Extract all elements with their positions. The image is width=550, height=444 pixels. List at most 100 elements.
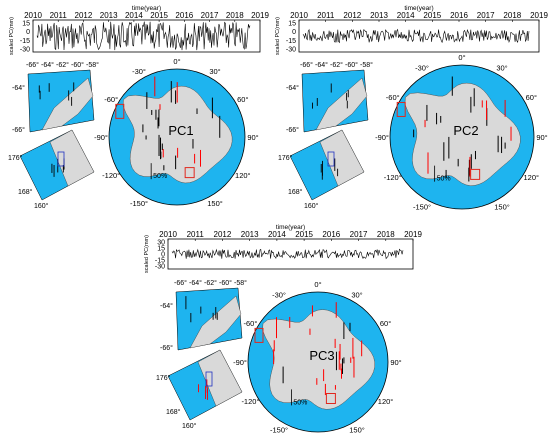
pc2-lon-label: 30° [496,64,507,73]
pc3-timeseries: time(year) 2010 2011 2012 2013 2014 2015 2016 20… [144,224,422,273]
pc1-lon-label: 90° [247,133,258,142]
pc3-year-tick: 2018 [377,230,395,239]
pc3-lon-label: 120° [378,397,394,406]
pc3-ytick: -30 [155,264,165,271]
pc3-lon-label: -30° [272,290,286,299]
pc3-inset2-land [197,349,243,407]
pc2-inset2-lon: 168° [288,188,303,196]
pc1-inset2-land [49,129,95,187]
pc1-year-tick: 2014 [125,11,143,20]
pc3-inset1-lat: -66° [160,344,173,352]
pc1-inset1-land [41,77,94,131]
pc3-inset1-lat: -64° [160,302,173,310]
pc2-year-tick: 2012 [343,11,361,20]
pc2-lon-label: -90° [375,133,389,142]
pc3-inset1-ocean [175,287,243,351]
pc1-timeseries: time(year) 2010 2011 2012 2013 2014 2015 2016 20… [9,5,269,55]
pc1-inset1-lat: -66° [12,126,25,134]
pc1-box-peninsula [115,103,125,119]
pc1-year-tick: 2018 [226,11,244,20]
pc2-inset1-land [315,77,368,131]
pc2-inset1-lon: -60° [345,61,358,69]
pc2-inset-ross: 176° 168°160° [278,129,365,210]
pc3-inset2-lon: 176° [156,374,171,382]
pc2-series-line [302,28,530,44]
pc3-lon-label: -90° [233,358,247,367]
pc2-lon-label: 120° [524,173,540,182]
pc3-year-tick: 2010 [159,230,177,239]
pc3-year-tick: 2017 [350,230,368,239]
pc1-inset1-lon: -58° [86,61,99,69]
pc3-lon-label: 90° [390,358,401,367]
pc1-lon-label: 30° [209,67,220,76]
pc3-lon-label: -150° [270,426,288,435]
pc2-lon-label: -150° [413,202,431,210]
pc2-year-tick: 2010 [290,11,308,20]
pc3-inset2-box [205,371,213,387]
pc3-lon-label: -120° [241,397,259,406]
pc2-inset-peninsula: -66° -64° -62° -60° -58°-64°-66° [286,61,373,134]
pc1-series-line [36,21,251,51]
pc1-inset2-lon: 176° [8,154,23,162]
pc1-scale-label: 50% [153,173,167,180]
pc2-year-tick: 2013 [370,11,388,20]
pc1-inset-peninsula: -66° -64° -62° -60° -58°-64°-66° [12,61,99,134]
pc1-inset1-lon: -62° [56,61,69,69]
pc2-inset1-lat: -66° [286,126,299,134]
pc2-inset2-land [319,129,365,187]
pc2-ytick: -15 [286,38,296,45]
pc2-figure: time(year) 2010 2011 2012 2013 2014 2015 2016 20… [275,5,548,211]
pc1-year-tick: 2019 [251,11,269,20]
pc3-inset1-lon: -64° [189,279,202,287]
pc1-year-tick: 2013 [100,11,118,20]
pc3-inset1-lon: -58° [234,279,247,287]
pc1-lon-label: 120° [235,171,251,180]
pc3-ytick: 15 [157,246,165,253]
pc3-box-ross [325,393,336,404]
pc2-antarctica [404,82,521,186]
pc1-year-tick: 2010 [24,11,42,20]
pc1-ytick: 0 [26,29,30,36]
pc2-ytick: -30 [286,47,296,54]
pc2-inset1-lon: -64° [315,61,328,69]
pc2-lon-label: 150° [494,202,510,210]
pc2-lon-label: -30° [415,64,429,73]
pc2-inset1-lon: -58° [360,61,373,69]
pc3-inset2-lon: 168° [166,408,181,416]
pc1-antarctica [122,85,233,184]
pc2-year-tick: 2011 [317,11,335,20]
pc3-lon-label: -60° [244,319,258,328]
pc1-box-ross [184,167,195,179]
pc3-lon-label: 0° [314,280,321,289]
pc3-panel: time(year) 2010 2011 2012 2013 2014 2015 2016 20… [138,218,423,439]
pc2-box-ross [470,168,481,180]
pc1-lon-label: -60° [104,95,118,104]
pc1-year-tick: 2016 [175,11,193,20]
pc3-ytick: 30 [157,240,165,247]
pc2-inset1-lon: -62° [330,61,343,69]
pc2-year-tick: 2014 [397,11,415,20]
pc1-lon-label: 150° [207,199,223,208]
pc3-pc-label: PC3 [309,348,334,363]
pc3-year-tick: 2013 [241,230,259,239]
pc1-ytick: -15 [20,38,30,45]
pc1-year-tick: 2012 [75,11,93,20]
pc2-ylabel: scaled PC(mm) [275,17,281,55]
pc2-lon-label: -60° [386,93,400,102]
pc1-plot-frame [32,19,261,53]
pc3-scale-label: 50% [293,399,307,406]
pc3-year-tick: 2019 [404,230,422,239]
pc1-lon-label: -90° [94,133,108,142]
pc1-inset1-lat: -64° [12,84,25,92]
pc3-year-tick: 2012 [214,230,232,239]
pc2-ytick: 0 [292,29,296,36]
pc3-lon-label: 150° [349,426,365,435]
pc2-lon-label: 0° [458,53,465,62]
pc3-inset-peninsula: -66° -64° -62° -60° -58°-64°-66° [160,279,247,352]
pc3-inset1-land [189,295,242,349]
pc3-inset1-lon: -60° [219,279,232,287]
pc3-xlabel: time(year) [276,224,305,231]
pc3-ytick: 0 [161,252,165,259]
pc2-year-tick: 2017 [477,11,495,20]
pc3-inset1-lon: -62° [204,279,217,287]
